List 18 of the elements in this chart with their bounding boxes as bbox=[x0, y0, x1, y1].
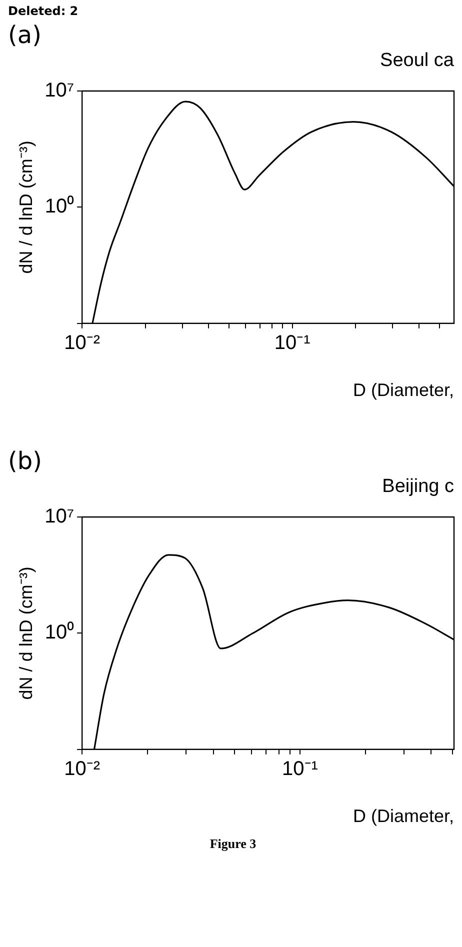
x-axis-title: D (Diameter, bbox=[352, 806, 454, 826]
x-tick-label: 10⁻¹ bbox=[282, 758, 318, 780]
caption: Figure 3 bbox=[208, 836, 258, 852]
x-tick-label: 10⁻² bbox=[64, 758, 100, 780]
y-tick-label: 10⁷ bbox=[44, 506, 74, 528]
chart-title: (a) bbox=[8, 20, 42, 50]
y-tick-label: 10⁰ bbox=[44, 194, 74, 218]
y-tick-label: 10⁷ bbox=[44, 80, 74, 102]
chart-title: (b) bbox=[8, 446, 43, 476]
x-tick-label: 10⁻² bbox=[64, 332, 100, 354]
y-axis-title: dN / d lnD (cm⁻³) bbox=[16, 140, 36, 274]
y-tick-label: 10⁰ bbox=[44, 620, 74, 644]
chart-subtitle: Seoul ca bbox=[379, 50, 455, 73]
x-axis-title: D (Diameter, bbox=[352, 380, 454, 400]
text: Deleted: 2 bbox=[8, 4, 80, 20]
chart-subtitle: Beijing c bbox=[381, 476, 455, 499]
y-axis-title: dN / d lnD (cm⁻³) bbox=[16, 566, 36, 700]
x-tick-label: 10⁻¹ bbox=[274, 332, 311, 354]
